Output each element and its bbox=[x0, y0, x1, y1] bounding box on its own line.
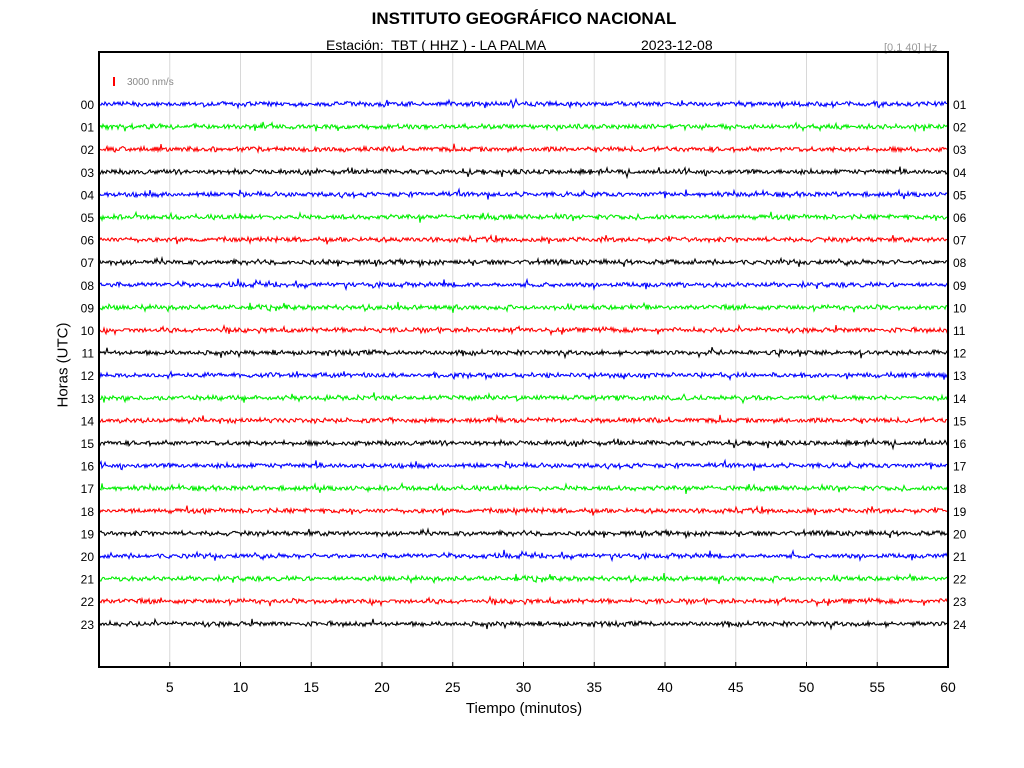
trace-hour-13 bbox=[98, 392, 949, 405]
traces bbox=[98, 97, 949, 631]
right-hour-label: 09 bbox=[953, 279, 967, 293]
trace-hour-05 bbox=[98, 210, 949, 223]
x-tick-label: 45 bbox=[728, 679, 744, 695]
x-tick-label: 50 bbox=[799, 679, 815, 695]
right-hour-label: 04 bbox=[953, 166, 967, 180]
trace-hour-22 bbox=[98, 595, 949, 608]
trace-hour-01 bbox=[98, 121, 949, 133]
trace-hour-03 bbox=[98, 165, 949, 180]
trace-hour-04 bbox=[98, 187, 949, 200]
left-hour-label: 12 bbox=[81, 369, 95, 383]
right-hour-label: 10 bbox=[953, 301, 967, 315]
right-hour-label: 12 bbox=[953, 347, 967, 361]
grid-lines bbox=[169, 52, 878, 667]
left-hour-label: 09 bbox=[81, 301, 95, 315]
left-hour-label: 10 bbox=[81, 324, 95, 338]
left-hour-label: 04 bbox=[81, 188, 95, 202]
right-hour-label: 19 bbox=[953, 505, 967, 519]
left-hour-label: 05 bbox=[81, 211, 95, 225]
left-hour-label: 17 bbox=[81, 482, 95, 496]
right-hour-label: 13 bbox=[953, 369, 967, 383]
trace-hour-11 bbox=[98, 347, 949, 360]
station-label: Estación: TBT ( HHZ ) - LA PALMA bbox=[326, 37, 547, 53]
left-hour-label: 02 bbox=[81, 143, 95, 157]
trace-hour-17 bbox=[98, 481, 949, 494]
right-hour-label: 03 bbox=[953, 143, 967, 157]
trace-hour-02 bbox=[98, 143, 949, 154]
left-hour-label: 06 bbox=[81, 234, 95, 248]
x-tick-label: 25 bbox=[445, 679, 461, 695]
trace-hour-23 bbox=[98, 617, 949, 631]
right-hour-label: 16 bbox=[953, 437, 967, 451]
trace-hour-21 bbox=[98, 572, 949, 585]
left-hour-label: 00 bbox=[81, 98, 95, 112]
right-hour-label: 23 bbox=[953, 595, 967, 609]
right-hour-label: 15 bbox=[953, 414, 967, 428]
left-hour-label: 20 bbox=[81, 550, 95, 564]
left-hour-label: 13 bbox=[81, 392, 95, 406]
right-hour-label: 21 bbox=[953, 550, 967, 564]
left-hour-label: 15 bbox=[81, 437, 95, 451]
left-hour-label: 14 bbox=[81, 414, 95, 428]
x-tick-label: 5 bbox=[166, 679, 174, 695]
right-hour-label: 17 bbox=[953, 460, 967, 474]
trace-hour-12 bbox=[98, 370, 949, 382]
page-title: INSTITUTO GEOGRÁFICO NACIONAL bbox=[371, 9, 677, 28]
left-hour-label: 16 bbox=[81, 460, 95, 474]
left-hour-label: 22 bbox=[81, 595, 95, 609]
right-hour-label: 06 bbox=[953, 211, 967, 225]
date-label: 2023-12-08 bbox=[641, 37, 713, 53]
left-hour-label: 03 bbox=[81, 166, 95, 180]
left-hour-label: 08 bbox=[81, 279, 95, 293]
right-hour-label: 05 bbox=[953, 188, 967, 202]
x-tick-label: 35 bbox=[586, 679, 602, 695]
plot-frame bbox=[98, 51, 949, 668]
right-hour-label: 24 bbox=[953, 618, 967, 632]
x-tick-label: 20 bbox=[374, 679, 390, 695]
right-hour-label: 20 bbox=[953, 527, 967, 541]
axis-labels: 5 10 15 20 25 30 35 40 45 50 55 60 00 01 01 02 02 03 03 04 0… bbox=[81, 77, 967, 695]
right-hour-label: 01 bbox=[953, 98, 967, 112]
x-axis-label: Tiempo (minutos) bbox=[465, 700, 583, 717]
x-tick-label: 30 bbox=[516, 679, 532, 695]
x-tick-label: 55 bbox=[869, 679, 885, 695]
right-hour-label: 11 bbox=[953, 324, 966, 338]
right-hour-label: 02 bbox=[953, 121, 967, 135]
left-hour-label: 19 bbox=[81, 527, 95, 541]
scale-label: 3000 nm/s bbox=[127, 77, 174, 88]
trace-hour-16 bbox=[98, 458, 949, 471]
x-tick-label: 60 bbox=[940, 679, 956, 695]
x-tick-label: 40 bbox=[657, 679, 673, 695]
left-hour-label: 21 bbox=[81, 573, 95, 587]
left-hour-label: 11 bbox=[82, 347, 95, 361]
left-hour-label: 23 bbox=[81, 618, 95, 632]
right-hour-label: 18 bbox=[953, 482, 967, 496]
trace-hour-20 bbox=[98, 548, 949, 563]
x-tick-label: 15 bbox=[303, 679, 319, 695]
trace-hour-07 bbox=[98, 255, 949, 269]
trace-hour-08 bbox=[98, 277, 949, 292]
trace-hour-10 bbox=[98, 323, 949, 337]
left-hour-label: 07 bbox=[81, 256, 95, 270]
trace-hour-00 bbox=[98, 97, 949, 110]
left-hour-label: 01 bbox=[81, 121, 95, 135]
trace-hour-19 bbox=[98, 527, 949, 540]
trace-hour-15 bbox=[98, 437, 949, 451]
trace-hour-14 bbox=[98, 414, 949, 425]
trace-hour-18 bbox=[98, 505, 949, 517]
x-tick-label: 10 bbox=[233, 679, 249, 695]
right-hour-label: 08 bbox=[953, 256, 967, 270]
right-hour-label: 07 bbox=[953, 234, 967, 248]
right-hour-label: 22 bbox=[953, 573, 967, 587]
trace-hour-06 bbox=[98, 233, 949, 245]
trace-hour-09 bbox=[98, 301, 949, 313]
right-hour-label: 14 bbox=[953, 392, 967, 406]
left-hour-label: 18 bbox=[81, 505, 95, 519]
